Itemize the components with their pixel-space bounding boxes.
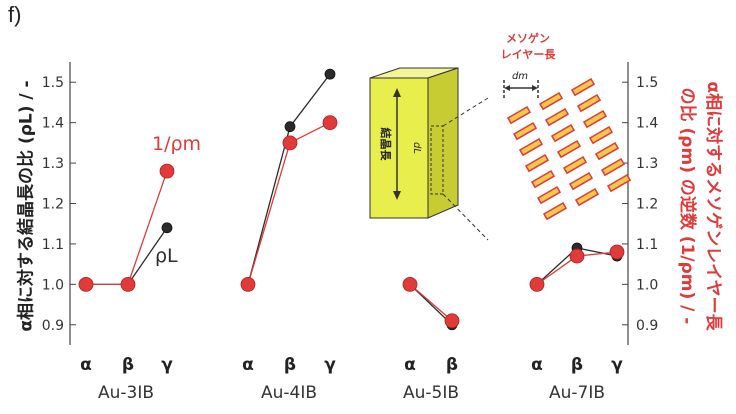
data-point [324,68,336,80]
series-line [86,170,168,286]
mesogen-rod [574,187,600,207]
data-point [402,276,418,292]
marks-layer: α β γ Au-3IB α β γ Au-4IB α β Au-5IB α β γ Au-7IB 1/ρm ρ… [78,68,625,403]
mesogen-length-symbol: dm [512,71,528,82]
mesogen-rod [570,77,596,97]
data-point [529,276,545,292]
mesogen-rod [576,93,602,113]
y-tick-label-right: 1.1 [636,237,658,253]
y-tick-label-right: 1.2 [636,197,658,213]
mesogen-rod [582,109,608,129]
x-tick-label: β [122,355,134,375]
axes-layer: 0.9 0.9 1.0 1.0 1.1 1.1 1.2 1.2 1.3 1.3 1.4 1.4 1.5 1… [42,62,658,345]
series-line [409,283,453,322]
data-point [569,248,585,264]
mesogen-rod [550,123,576,143]
x-tick-label: β [446,355,458,375]
y-tick-label-left: 1.3 [42,156,64,172]
crystal-length-symbol: dL [411,142,422,154]
y-tick-label-left: 1.4 [42,116,64,132]
crystal-block-side [427,67,459,219]
x-tick-label: α [242,355,254,375]
y-tick-label-left: 1.2 [42,197,64,213]
mesogen-rod [536,185,562,205]
mesogen-rod [506,105,532,125]
x-tick-label: γ [324,355,336,375]
data-point [444,313,460,329]
mesogen-layers [506,77,632,221]
mesogen-rod [594,141,620,161]
annotation-inv-rho-m: 1/ρm [152,133,201,155]
crystal-length-label: 結晶長 [379,128,393,162]
mesogen-label-line2: レイヤー長 [501,48,557,61]
data-point [120,276,136,292]
y-tick-label-right: 1.5 [636,75,658,91]
data-point [78,276,94,292]
y-tick-label-left: 0.9 [42,318,64,334]
mesogen-rod [518,137,544,157]
y-tick-label-right: 1.4 [636,116,658,132]
x-tick-label: γ [611,355,623,375]
y-tick-label-left: 1.5 [42,75,64,91]
series-line [247,73,331,285]
x-tick-label: α [80,355,92,375]
crystal-highlight-box [430,125,444,195]
mesogen-rod [562,155,588,175]
panel-label: f) [8,2,22,27]
mesogen-rod [588,125,614,145]
x-tick-label: β [571,355,583,375]
data-point [282,135,298,151]
y-tick-label-right: 1.0 [636,277,658,293]
mesogen-rod [542,201,568,221]
data-point [284,121,296,133]
group-label: Au-7IB [549,383,605,403]
x-tick-label: β [284,355,296,375]
mesogen-rod [524,153,550,173]
mesogen-rod [568,171,594,191]
group-label: Au-5IB [403,383,459,403]
mesogen-rod [600,157,626,177]
mesogen-rod [556,139,582,159]
y-tick-label-right: 0.9 [636,318,658,334]
data-point [159,163,175,179]
mesogen-rod [512,121,538,141]
x-tick-label: α [404,355,416,375]
mesogen-rod [544,107,570,127]
mesogen-rod [538,91,564,111]
x-tick-label: γ [161,355,173,375]
data-point [161,222,173,234]
y-tick-label-left: 1.1 [42,237,64,253]
data-point [322,115,338,131]
data-point [240,276,256,292]
y-tick-label-right: 1.3 [636,156,658,172]
y-tick-label-left: 1.0 [42,277,64,293]
x-tick-label: α [531,355,543,375]
inset-schematic: 結晶長 dL dm メソゲン レイヤー長 [369,31,632,241]
data-point [609,244,625,260]
mesogen-label-line1: メソゲン [506,31,550,45]
group-label: Au-4IB [261,383,317,403]
mesogen-rod [530,169,556,189]
mesogen-rod [606,173,632,193]
group-label: Au-3IB [98,383,154,403]
annotation-rho-l: ρL [155,245,178,267]
